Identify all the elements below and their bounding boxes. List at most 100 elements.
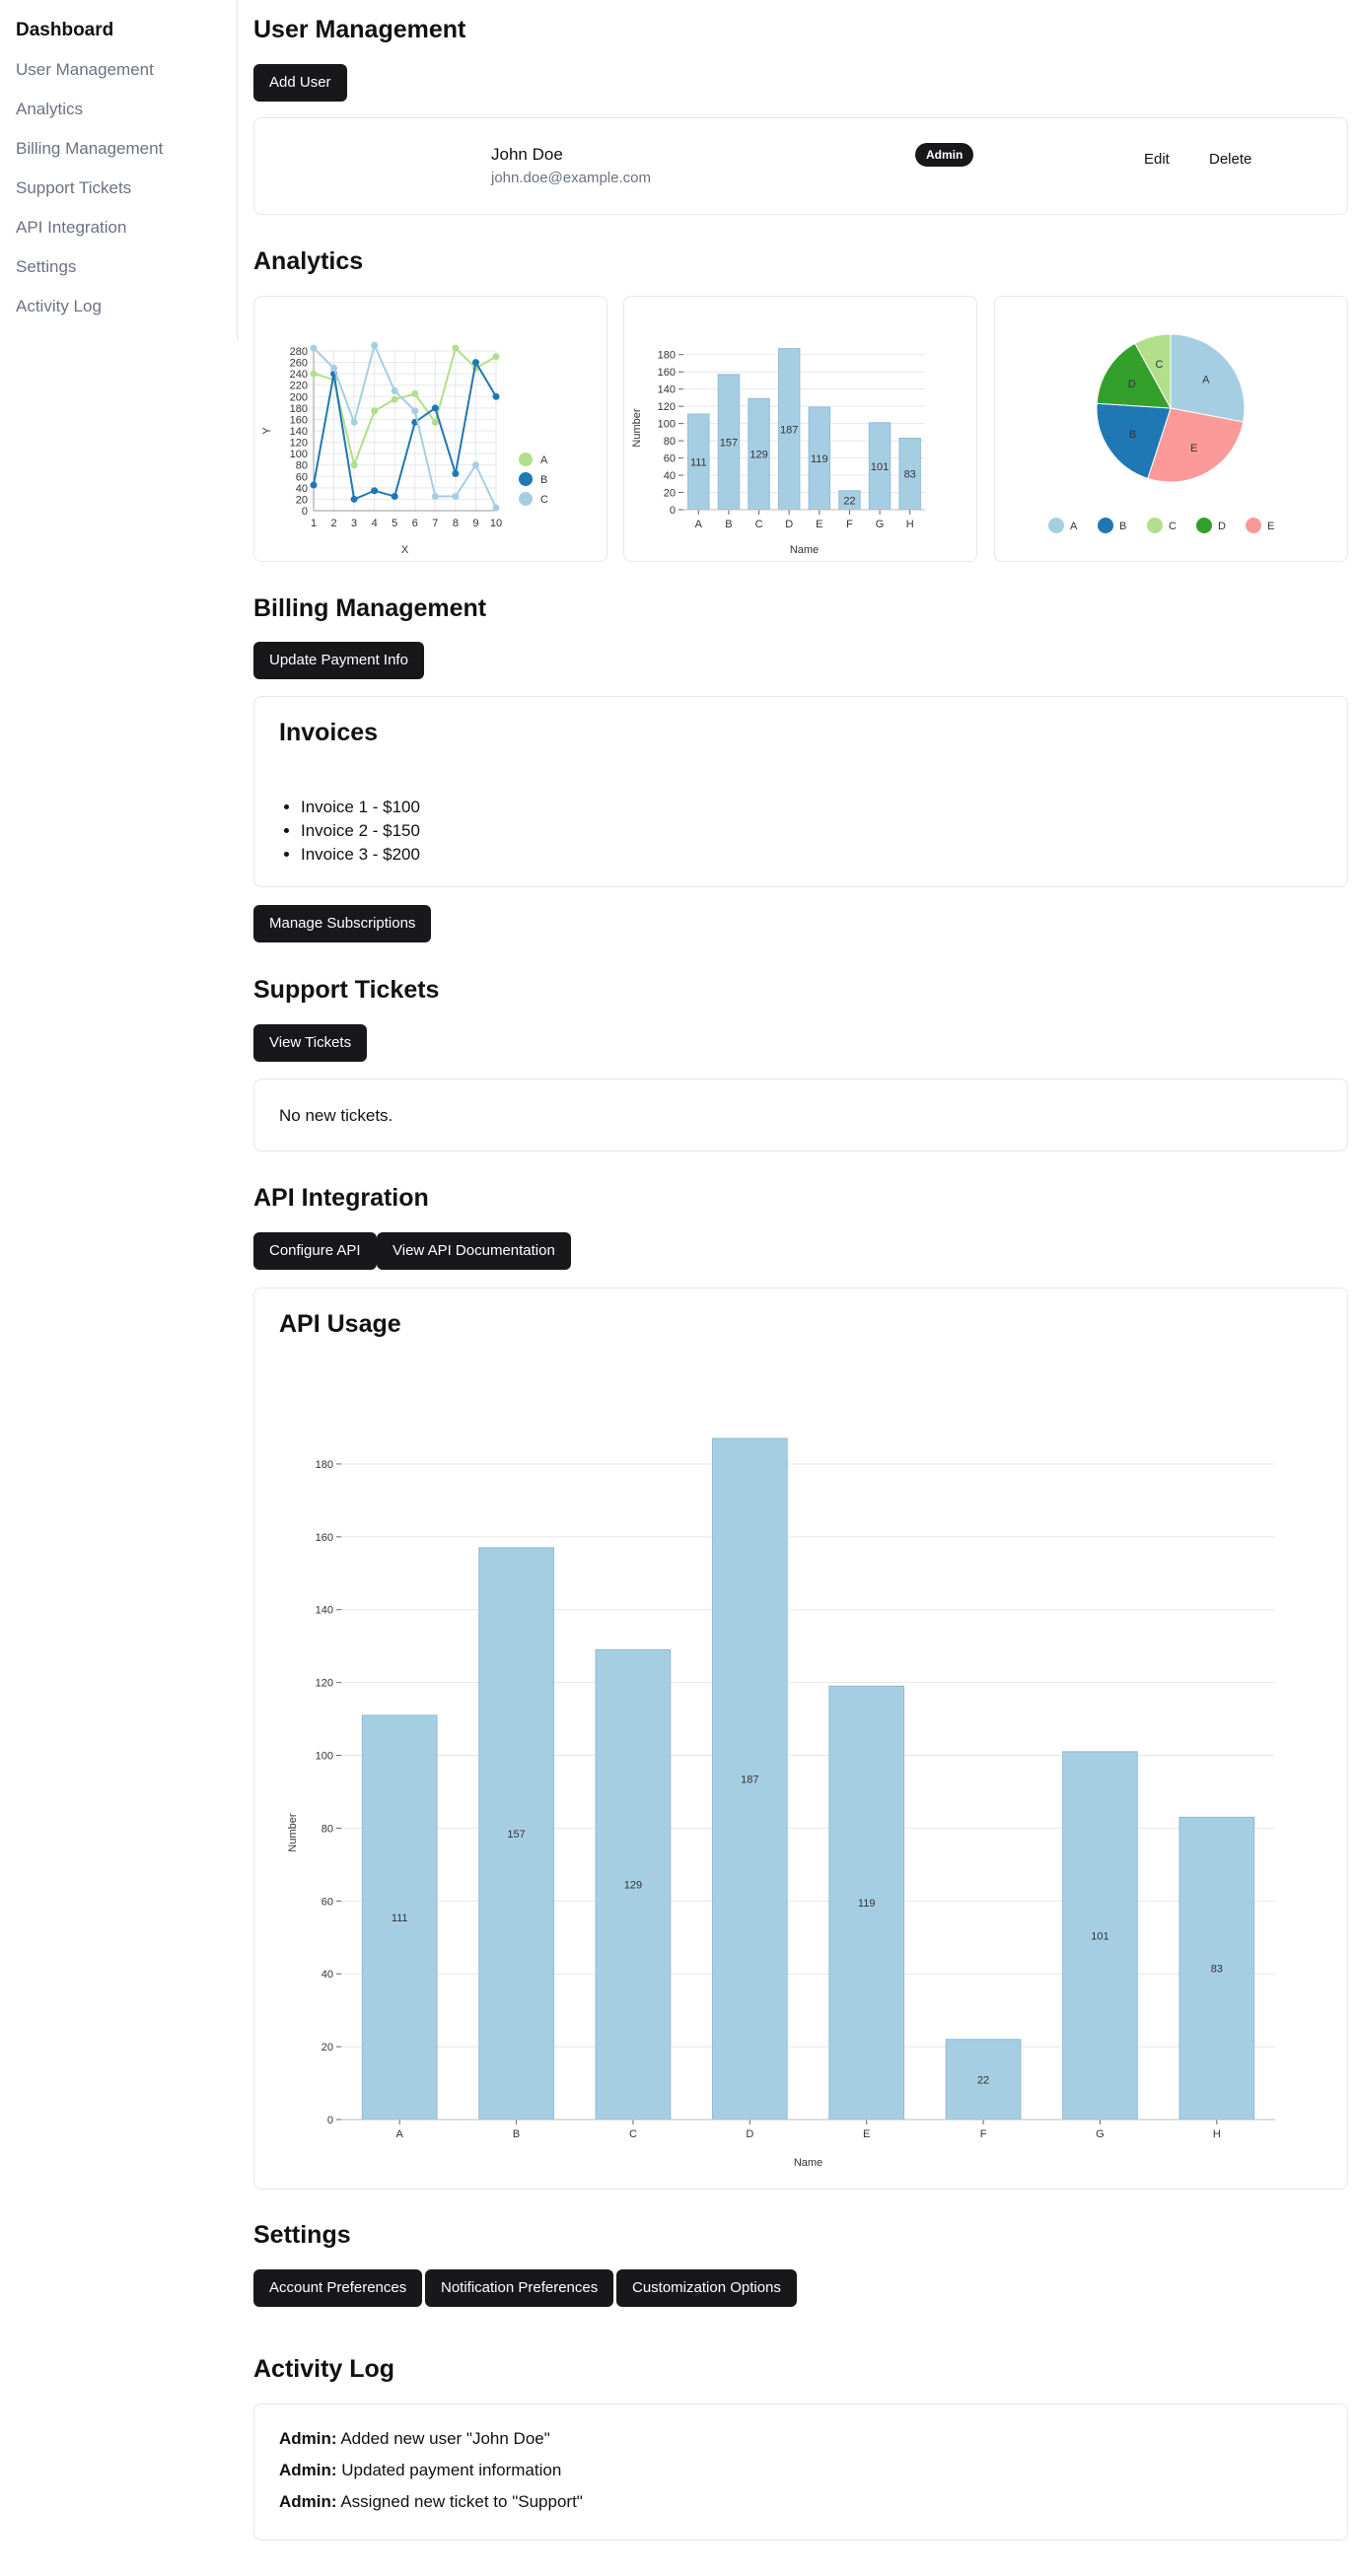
y-tick-label: 80 <box>296 460 308 472</box>
api-usage-card: API Usage 0 20 40 60 80 100 120 140 160 180 111 A 15… <box>253 1288 1348 2190</box>
data-point <box>391 493 398 501</box>
activity-text: Updated payment information <box>341 2461 562 2479</box>
tickets-status: No new tickets. <box>279 1106 393 1125</box>
activity-actor: Admin: <box>279 2492 337 2511</box>
update-payment-button[interactable]: Update Payment Info <box>253 642 424 679</box>
y-tick-label: 240 <box>290 369 308 381</box>
sidebar-item-user-management[interactable]: User Management <box>16 60 154 79</box>
x-tick-label: D <box>746 2128 753 2140</box>
bar-A <box>361 1714 438 2121</box>
x-tick-label: E <box>816 519 822 530</box>
y-tick-label: 60 <box>664 453 676 465</box>
sidebar-item-support-tickets[interactable]: Support Tickets <box>16 178 132 197</box>
x-tick-label: C <box>629 2128 637 2140</box>
x-tick-label: E <box>863 2128 870 2140</box>
y-tick-label: 160 <box>316 1532 333 1544</box>
y-tick-label: 180 <box>658 350 676 362</box>
legend-swatch <box>1098 518 1113 533</box>
legend-swatch <box>1048 518 1064 533</box>
x-tick-label: 6 <box>412 518 418 529</box>
activity-entry: Admin: Assigned new ticket to "Support" <box>279 2492 583 2512</box>
manage-subscriptions-button[interactable]: Manage Subscriptions <box>253 905 432 942</box>
account-preferences-button[interactable]: Account Preferences <box>253 2269 423 2307</box>
notification-preferences-button[interactable]: Notification Preferences <box>425 2269 614 2307</box>
data-point <box>452 469 460 477</box>
y-tick-label: 140 <box>658 384 676 396</box>
x-tick-label: 9 <box>472 518 478 529</box>
pie-slice-B <box>1096 402 1172 479</box>
y-tick-label: 120 <box>316 1678 333 1690</box>
y-tick-label: 220 <box>290 381 308 392</box>
y-tick-label: 100 <box>316 1751 333 1763</box>
x-tick-label: 10 <box>490 518 502 529</box>
x-tick-label: A <box>695 519 703 530</box>
activity-actor: Admin: <box>279 2461 337 2479</box>
bar-value-label: 22 <box>843 495 855 507</box>
customization-options-button[interactable]: Customization Options <box>616 2269 797 2307</box>
view-tickets-button[interactable]: View Tickets <box>253 1024 368 1062</box>
view-api-docs-button[interactable]: View API Documentation <box>377 1232 571 1270</box>
bar-value-label: 83 <box>904 469 916 481</box>
y-tick-label: 180 <box>290 403 308 415</box>
x-axis-label: X <box>401 544 409 556</box>
legend-label: C <box>1169 521 1177 532</box>
sidebar-item-settings[interactable]: Settings <box>16 257 77 276</box>
series-line-A <box>313 346 497 469</box>
legend-swatch <box>519 472 533 486</box>
data-point <box>492 392 500 400</box>
y-tick-label: 40 <box>664 470 676 482</box>
y-tick-label: 60 <box>296 471 308 483</box>
activity-entry: Admin: Added new user "John Doe" <box>279 2429 550 2449</box>
data-point <box>431 493 439 501</box>
configure-api-button[interactable]: Configure API <box>253 1232 377 1270</box>
series-line-B <box>313 359 497 501</box>
api-usage-title: API Usage <box>279 1310 401 1338</box>
x-tick-label: G <box>876 519 885 530</box>
bar-value-label: 119 <box>811 453 828 465</box>
sidebar-item-analytics[interactable]: Analytics <box>16 100 84 118</box>
x-tick-label: C <box>755 519 763 530</box>
x-tick-label: 2 <box>330 518 336 529</box>
x-tick-label: F <box>980 2128 987 2140</box>
x-tick-label: B <box>725 519 732 530</box>
pie-chart: A E B D C A B C D E <box>1048 333 1274 533</box>
invoice-list: Invoice 1 - $100 Invoice 2 - $150 Invoic… <box>301 796 420 867</box>
y-tick-label: 160 <box>658 367 676 379</box>
support-title: Support Tickets <box>253 976 440 1004</box>
delete-user-button[interactable]: Delete <box>1209 151 1252 168</box>
y-tick-label: 20 <box>664 488 676 500</box>
sidebar-item-api-integration[interactable]: API Integration <box>16 218 127 237</box>
x-tick-label: D <box>785 519 793 530</box>
data-point <box>371 341 379 349</box>
activity-card: Admin: Added new user "John Doe" Admin: … <box>253 2403 1348 2541</box>
sidebar-item-activity-log[interactable]: Activity Log <box>16 297 102 315</box>
api-title: API Integration <box>253 1184 429 1212</box>
bar-value-label: 111 <box>392 1913 408 1924</box>
data-point <box>452 493 460 501</box>
user-management-title: User Management <box>253 16 466 43</box>
y-tick-label: 280 <box>290 346 308 358</box>
bar-value-label: 129 <box>624 1880 642 1892</box>
sidebar-item-billing-management[interactable]: Billing Management <box>16 139 164 158</box>
invoice-item: Invoice 3 - $200 <box>301 843 420 867</box>
y-tick-label: 40 <box>321 1969 333 1981</box>
add-user-button[interactable]: Add User <box>253 64 347 102</box>
y-axis-label: Number <box>287 1813 299 1851</box>
y-tick-label: 100 <box>290 449 308 460</box>
pie-slice-D <box>1096 342 1172 409</box>
legend-label: B <box>1119 521 1126 532</box>
data-point <box>371 487 379 495</box>
edit-user-button[interactable]: Edit <box>1144 151 1170 168</box>
data-point <box>350 418 358 426</box>
legend-label: E <box>1267 521 1274 532</box>
y-tick-label: 40 <box>296 483 308 495</box>
x-tick-label: 5 <box>392 518 397 529</box>
y-tick-label: 20 <box>296 494 308 506</box>
bar-chart: 0 20 40 60 80 100 120 140 160 180 111 A 157 B 129 C 187 D… <box>631 348 925 556</box>
y-tick-label: 100 <box>658 419 676 431</box>
pie-slice-label: C <box>1155 359 1163 371</box>
settings-title: Settings <box>253 2221 351 2249</box>
activity-text: Assigned new ticket to "Support" <box>340 2492 583 2511</box>
data-point <box>391 395 398 403</box>
x-tick-label: H <box>1213 2128 1221 2140</box>
